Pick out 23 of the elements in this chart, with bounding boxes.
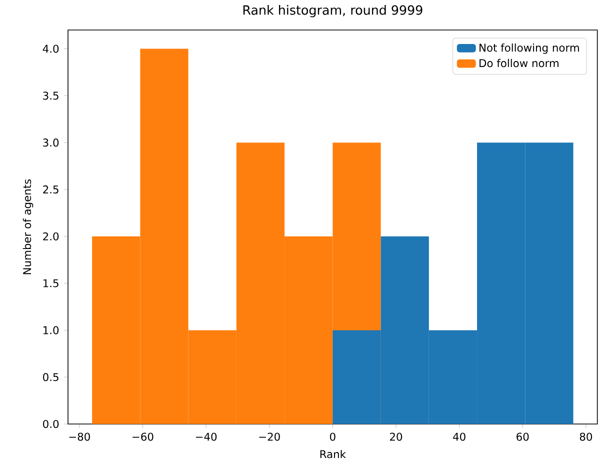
legend-label: Not following norm (480, 43, 579, 54)
y-tick-label: 1.5 (44, 279, 58, 288)
legend-label: Do follow norm (480, 58, 558, 68)
y-tick-label: 3.0 (43, 138, 59, 147)
x-tick-label: −60 (132, 432, 154, 441)
x-tick-label: −80 (69, 432, 90, 441)
x-tick-label: 60 (516, 432, 529, 441)
y-tick-label: 4.0 (42, 44, 59, 53)
x-tick-label: −40 (196, 432, 217, 441)
x-tick-label: 80 (580, 432, 592, 441)
x-tick-label: 20 (390, 432, 402, 441)
x-tick-label: −20 (259, 432, 280, 441)
x-axis-title: Rank (320, 450, 346, 458)
y-tick-label: 1.0 (44, 326, 59, 334)
x-tick-label: 0 (330, 432, 336, 441)
y-tick-label: 0.5 (43, 373, 58, 382)
x-tick-label: 40 (453, 432, 466, 441)
y-axis-title: Number of agents (22, 179, 34, 274)
y-tick-label: 2.0 (43, 232, 59, 240)
chart-title: Rank histogram, round 9999 (243, 5, 422, 18)
y-tick-label: 0.0 (43, 420, 59, 428)
y-tick-label: 2.5 (43, 185, 58, 194)
y-tick-label: 3.5 (43, 92, 58, 100)
